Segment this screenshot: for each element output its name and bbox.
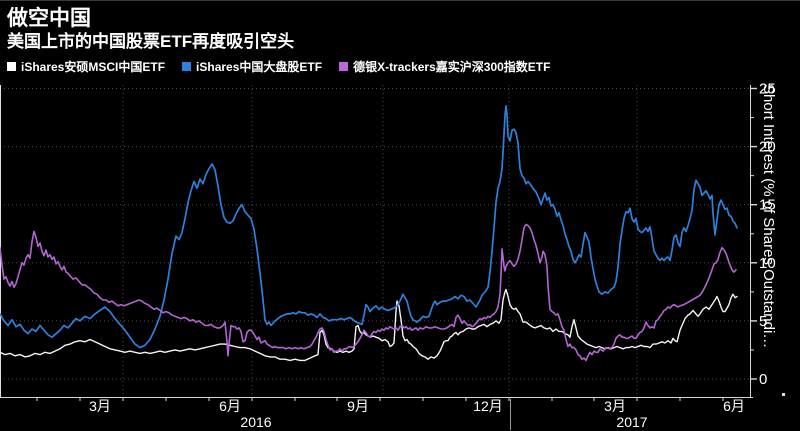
x-month-label: 6月	[723, 398, 745, 414]
x-month-label: 3月	[604, 398, 626, 414]
x-month-label: 9月	[347, 398, 369, 414]
page-title: 做空中国	[7, 7, 91, 30]
stray-dot	[782, 393, 785, 396]
x-year-label: 2016	[240, 414, 271, 430]
legend-item-fxi: iShares中国大盘股ETF	[182, 58, 322, 75]
legend-swatch-purple-icon	[339, 62, 349, 71]
x-month-label: 6月	[219, 398, 241, 414]
chart-legend: iShares安硕MSCI中国ETF iShares中国大盘股ETF 德银X-t…	[7, 58, 550, 75]
y-tick-label: 25	[759, 81, 776, 98]
y-tick-label: 20	[759, 139, 776, 156]
y-tick-label: 15	[759, 197, 776, 214]
legend-swatch-blue-icon	[182, 62, 192, 71]
y-axis-title: Short Interest (% of Shares Outstandi…	[760, 84, 777, 348]
x-year-label: 2017	[616, 414, 647, 430]
series-line-0	[0, 288, 738, 362]
series-line-1	[0, 105, 738, 349]
legend-label: 德银X-trackers嘉实沪深300指数ETF	[353, 60, 551, 74]
x-month-label: 12月	[473, 398, 503, 414]
legend-label: iShares安硕MSCI中国ETF	[21, 60, 166, 74]
x-month-label: 3月	[89, 398, 111, 414]
legend-item-ashr: 德银X-trackers嘉实沪深300指数ETF	[339, 58, 550, 75]
chart-subtitle: 美国上市的中国股票ETF再度吸引空头	[7, 32, 295, 51]
y-tick-label: 10	[759, 255, 776, 272]
legend-label: iShares中国大盘股ETF	[196, 60, 323, 74]
series-line-2	[0, 223, 737, 362]
y-tick-label: 5	[759, 313, 767, 330]
y-tick-label: 0	[759, 371, 767, 388]
legend-item-mschi: iShares安硕MSCI中国ETF	[7, 58, 165, 75]
legend-swatch-white-icon	[7, 62, 16, 71]
